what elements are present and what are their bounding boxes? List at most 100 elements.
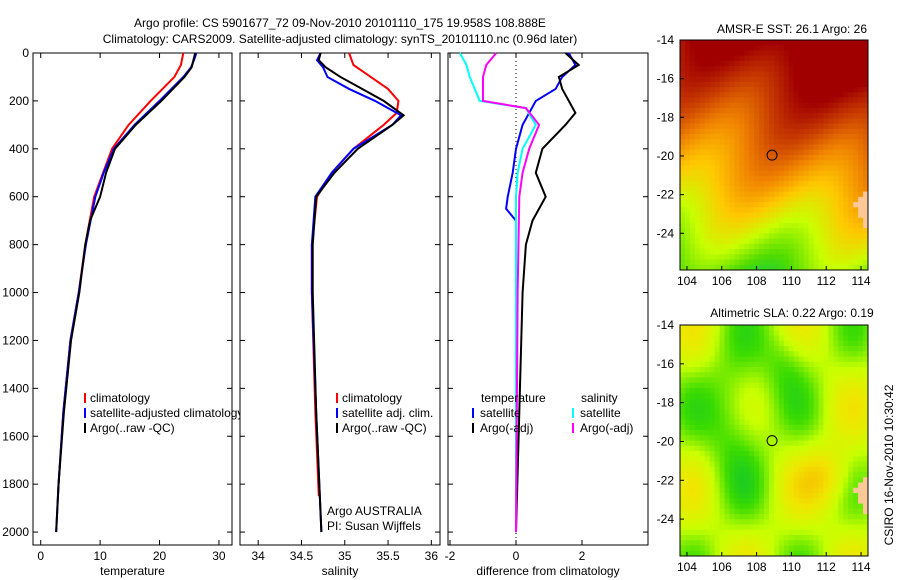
- map-cell: [769, 217, 775, 224]
- map-cell: [783, 186, 790, 193]
- map-cell: [709, 461, 716, 468]
- map-cell: [759, 540, 765, 546]
- map-cell: [798, 212, 805, 219]
- map-cell: [863, 435, 869, 441]
- map-cell: [729, 372, 735, 378]
- map-cell: [689, 356, 696, 363]
- map-cell: [739, 398, 745, 405]
- map-cell: [754, 445, 760, 452]
- map-cell: [764, 55, 770, 62]
- map-cell: [858, 456, 864, 462]
- map-cell: [813, 123, 820, 130]
- map-cell: [694, 524, 701, 531]
- map-cell: [759, 55, 765, 62]
- map-cell: [680, 325, 686, 331]
- map-cell: [734, 393, 740, 399]
- map-cell: [813, 202, 820, 208]
- map-cell: [803, 165, 810, 172]
- map-cell: [734, 550, 740, 557]
- map-cell: [774, 477, 780, 483]
- map-cell: [684, 508, 691, 515]
- map-cell: [719, 128, 726, 135]
- map-cell: [783, 40, 790, 46]
- map-cell: [729, 377, 735, 384]
- map-cell: [778, 102, 785, 109]
- map-cell: [778, 351, 785, 357]
- map-cell: [724, 81, 730, 88]
- map-cell: [833, 228, 839, 234]
- map-cell: [729, 155, 735, 161]
- map-cell: [863, 254, 869, 261]
- map-cell: [833, 519, 839, 525]
- map-cell: [833, 55, 839, 62]
- map-cell: [843, 498, 849, 504]
- map-cell: [803, 477, 810, 483]
- map-cell: [694, 186, 701, 193]
- map-cell: [838, 118, 844, 125]
- map-cell: [734, 540, 740, 546]
- map-cell: [699, 519, 706, 525]
- map-cell: [739, 238, 745, 245]
- map-cell: [729, 325, 735, 331]
- map-cell: [680, 207, 686, 213]
- map-cell: [853, 259, 859, 266]
- map-cell: [754, 482, 760, 489]
- map-cell: [808, 87, 815, 93]
- title-line-2: Climatology: CARS2009. Satellite-adjuste…: [103, 32, 577, 46]
- map-cell: [764, 165, 770, 172]
- map-cell: [680, 160, 686, 166]
- map-cell: [774, 175, 780, 182]
- map-cell: [838, 71, 844, 78]
- map-cell: [813, 107, 820, 114]
- map-cell: [833, 181, 839, 187]
- map-cell: [828, 340, 834, 347]
- map-cell: [808, 144, 815, 151]
- map-cell: [719, 493, 726, 499]
- map-cell: [823, 207, 829, 213]
- map-cell: [848, 60, 854, 67]
- map-cell: [764, 346, 770, 352]
- map-cell: [863, 160, 869, 166]
- map-cell: [798, 170, 805, 177]
- map-cell: [843, 155, 849, 161]
- map-cell: [694, 181, 701, 187]
- map-cell: [774, 382, 780, 389]
- map-cell: [719, 144, 726, 151]
- map-cell: [823, 170, 829, 177]
- map-cell: [699, 461, 706, 468]
- x-axis-label: temperature: [100, 564, 165, 578]
- map-cell: [704, 529, 711, 536]
- map-cell: [808, 170, 815, 177]
- map-cell: [754, 409, 760, 415]
- map-cell: [724, 335, 730, 342]
- map-cell: [818, 264, 824, 271]
- map-cell: [774, 493, 780, 499]
- map-cell: [803, 181, 810, 187]
- map-cell: [719, 356, 726, 363]
- map-cell: [818, 377, 824, 384]
- map-cell: [778, 165, 785, 172]
- map-cell: [689, 259, 696, 266]
- map-cell: [803, 545, 810, 552]
- map-cell: [823, 430, 829, 436]
- map-cell: [778, 508, 785, 515]
- map-cell: [818, 466, 824, 473]
- map-cell: [863, 144, 869, 151]
- map-cell: [689, 113, 696, 119]
- map-cell: [813, 382, 820, 389]
- map-cell: [739, 191, 745, 198]
- map-cell: [828, 388, 834, 394]
- map-cell: [783, 498, 790, 504]
- map-cell: [848, 207, 854, 213]
- map-cell: [714, 228, 721, 234]
- map-cell: [764, 367, 770, 373]
- map-cell: [774, 550, 780, 557]
- map-cell: [788, 196, 795, 203]
- map-cell: [714, 498, 721, 504]
- map-cell: [858, 393, 864, 399]
- map-cell: [689, 498, 696, 504]
- map-cell: [699, 113, 706, 119]
- map-cell: [719, 403, 726, 410]
- map-cell: [808, 92, 815, 98]
- map-cell: [754, 403, 760, 410]
